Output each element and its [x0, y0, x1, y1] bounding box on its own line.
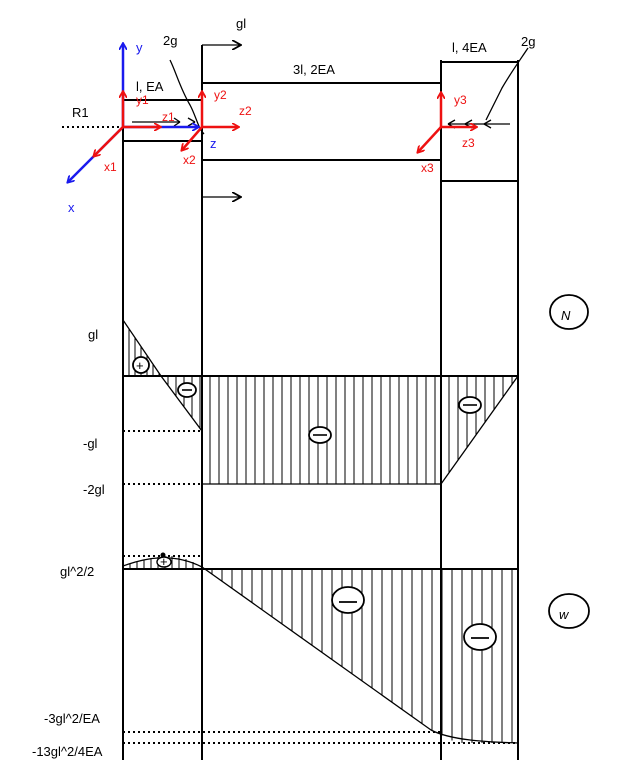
- label-y3: y3: [454, 93, 467, 107]
- n-sign-plus: +: [132, 356, 150, 374]
- label-2g-right: 2g: [521, 34, 535, 49]
- label-y2: y2: [214, 88, 227, 102]
- svg-text:w: w: [559, 607, 570, 622]
- label-x2: x2: [183, 153, 196, 167]
- label-segment-3: l, 4EA: [452, 40, 487, 55]
- w-sign-plus: +: [156, 554, 172, 569]
- label-global-z: z: [210, 136, 217, 151]
- n-sign-minus-2: [308, 426, 332, 444]
- local-axes-1: [94, 92, 160, 156]
- svg-text:N: N: [561, 308, 571, 323]
- label-gl-top: gl: [236, 16, 246, 31]
- n-symbol: N: [549, 294, 589, 330]
- w-value-low: -13gl^2/4EA: [32, 744, 103, 759]
- svg-text:+: +: [136, 358, 144, 373]
- n-sign-minus-1: [177, 382, 197, 398]
- label-reaction: R1: [72, 105, 89, 120]
- label-x3: x3: [421, 161, 434, 175]
- w-symbol: w: [548, 593, 590, 629]
- local-axes-2: [182, 92, 238, 150]
- label-x1: x1: [104, 160, 117, 174]
- bar-segment-2: [202, 82, 441, 161]
- label-2g-left: 2g: [163, 33, 177, 48]
- label-z3: z3: [462, 136, 475, 150]
- n-sign-minus-3: [458, 396, 482, 414]
- bar-segment-3: [441, 61, 518, 182]
- label-segment-1: l, EA: [136, 79, 164, 94]
- w-diagram: [122, 552, 519, 744]
- n-diagram: [122, 317, 519, 485]
- label-global-x: x: [68, 200, 75, 215]
- n-value-top: gl: [88, 327, 98, 342]
- svg-text:+: +: [160, 554, 168, 569]
- n-value-mid: -gl: [83, 436, 98, 451]
- vertical-guides: [122, 45, 519, 760]
- label-z1: z1: [162, 110, 175, 124]
- label-z2: z2: [239, 104, 252, 118]
- local-axes-3: [418, 93, 476, 152]
- w-value-top: gl^2/2: [60, 564, 94, 579]
- w-sign-minus-1: [331, 586, 365, 614]
- w-value-mid: -3gl^2/EA: [44, 711, 100, 726]
- label-y1: y1: [136, 93, 149, 107]
- label-global-y: y: [136, 40, 143, 55]
- w-sign-minus-2: [463, 623, 497, 651]
- n-value-low: -2gl: [83, 482, 105, 497]
- label-segment-2: 3l, 2EA: [293, 62, 335, 77]
- distributed-load-2g-right: [447, 47, 529, 129]
